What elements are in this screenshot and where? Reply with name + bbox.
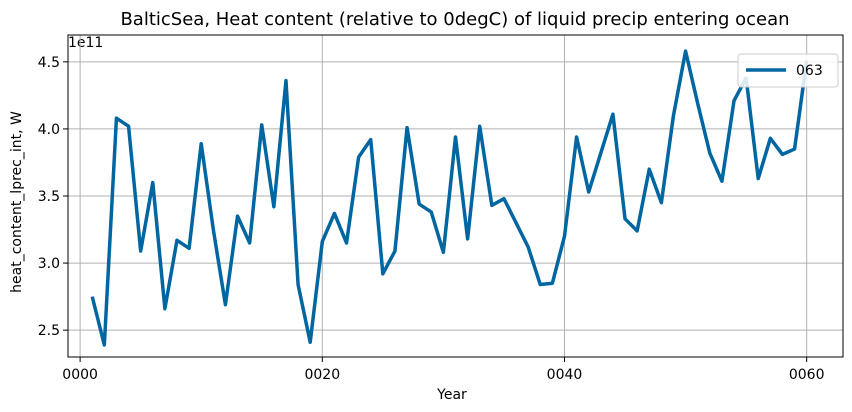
data-point — [249, 242, 250, 243]
data-point — [140, 251, 141, 252]
data-point — [770, 138, 771, 139]
data-point — [600, 153, 601, 154]
data-point — [588, 191, 589, 192]
data-point — [334, 213, 335, 214]
y-tick-label: 2.5 — [38, 323, 60, 339]
data-point — [734, 100, 735, 101]
data-point — [721, 181, 722, 182]
y-tick-label: 4.5 — [38, 55, 60, 71]
y-tick-label: 3.5 — [38, 189, 60, 205]
data-point — [467, 238, 468, 239]
data-point — [116, 118, 117, 119]
data-point — [176, 240, 177, 241]
x-tick-label: 0040 — [547, 367, 583, 383]
data-point — [649, 169, 650, 170]
data-point — [455, 136, 456, 137]
data-point — [697, 103, 698, 104]
data-point — [92, 296, 93, 297]
data-point — [346, 242, 347, 243]
data-point — [625, 218, 626, 219]
legend-box — [737, 53, 839, 88]
data-point — [213, 229, 214, 230]
data-point — [237, 216, 238, 217]
data-point — [152, 182, 153, 183]
data-point — [612, 114, 613, 115]
data-point — [225, 304, 226, 305]
data-point — [491, 205, 492, 206]
data-point — [540, 284, 541, 285]
data-point — [261, 124, 262, 125]
data-point — [273, 206, 274, 207]
chart-title: BalticSea, Heat content (relative to 0de… — [120, 9, 789, 30]
data-point — [516, 222, 517, 223]
y-axis-label: heat_content_lprec_int, W — [9, 111, 25, 293]
data-point — [104, 344, 105, 345]
series-layer — [90, 49, 809, 347]
data-point — [431, 212, 432, 213]
y-tick-label: 4.0 — [38, 122, 60, 138]
data-point — [201, 143, 202, 144]
data-point — [479, 126, 480, 127]
x-tick-label: 0020 — [304, 367, 340, 383]
data-point — [576, 136, 577, 137]
data-point — [528, 246, 529, 247]
ticks: 0000 0020 0040 0060 2.5 3.0 3.5 4.0 4.5 — [38, 55, 825, 383]
data-point — [782, 154, 783, 155]
y-axis-offset-label: 1e11 — [68, 35, 103, 51]
data-point — [164, 308, 165, 309]
grid — [68, 35, 843, 357]
data-point — [794, 149, 795, 150]
legend: 063 — [737, 53, 839, 88]
data-point — [758, 178, 759, 179]
data-point — [661, 202, 662, 203]
data-point — [382, 273, 383, 274]
data-point — [189, 248, 190, 249]
legend-label: 063 — [796, 63, 823, 79]
data-point — [673, 115, 674, 116]
data-point — [564, 236, 565, 237]
data-point — [358, 157, 359, 158]
data-point — [637, 230, 638, 231]
x-axis-label: Year — [436, 387, 467, 403]
data-point — [419, 204, 420, 205]
y-tick-label: 3.0 — [38, 256, 60, 272]
data-point — [310, 342, 311, 343]
data-point — [298, 284, 299, 285]
data-point — [552, 283, 553, 284]
data-point — [443, 252, 444, 253]
data-point — [503, 198, 504, 199]
data-point — [128, 126, 129, 127]
data-point — [709, 153, 710, 154]
data-point — [370, 139, 371, 140]
data-point — [322, 241, 323, 242]
x-tick-label: 0000 — [62, 367, 98, 383]
data-point — [285, 80, 286, 81]
series-line-063 — [90, 49, 809, 347]
data-point — [685, 51, 686, 52]
data-point — [394, 251, 395, 252]
x-tick-label: 0060 — [789, 367, 825, 383]
data-point — [407, 127, 408, 128]
